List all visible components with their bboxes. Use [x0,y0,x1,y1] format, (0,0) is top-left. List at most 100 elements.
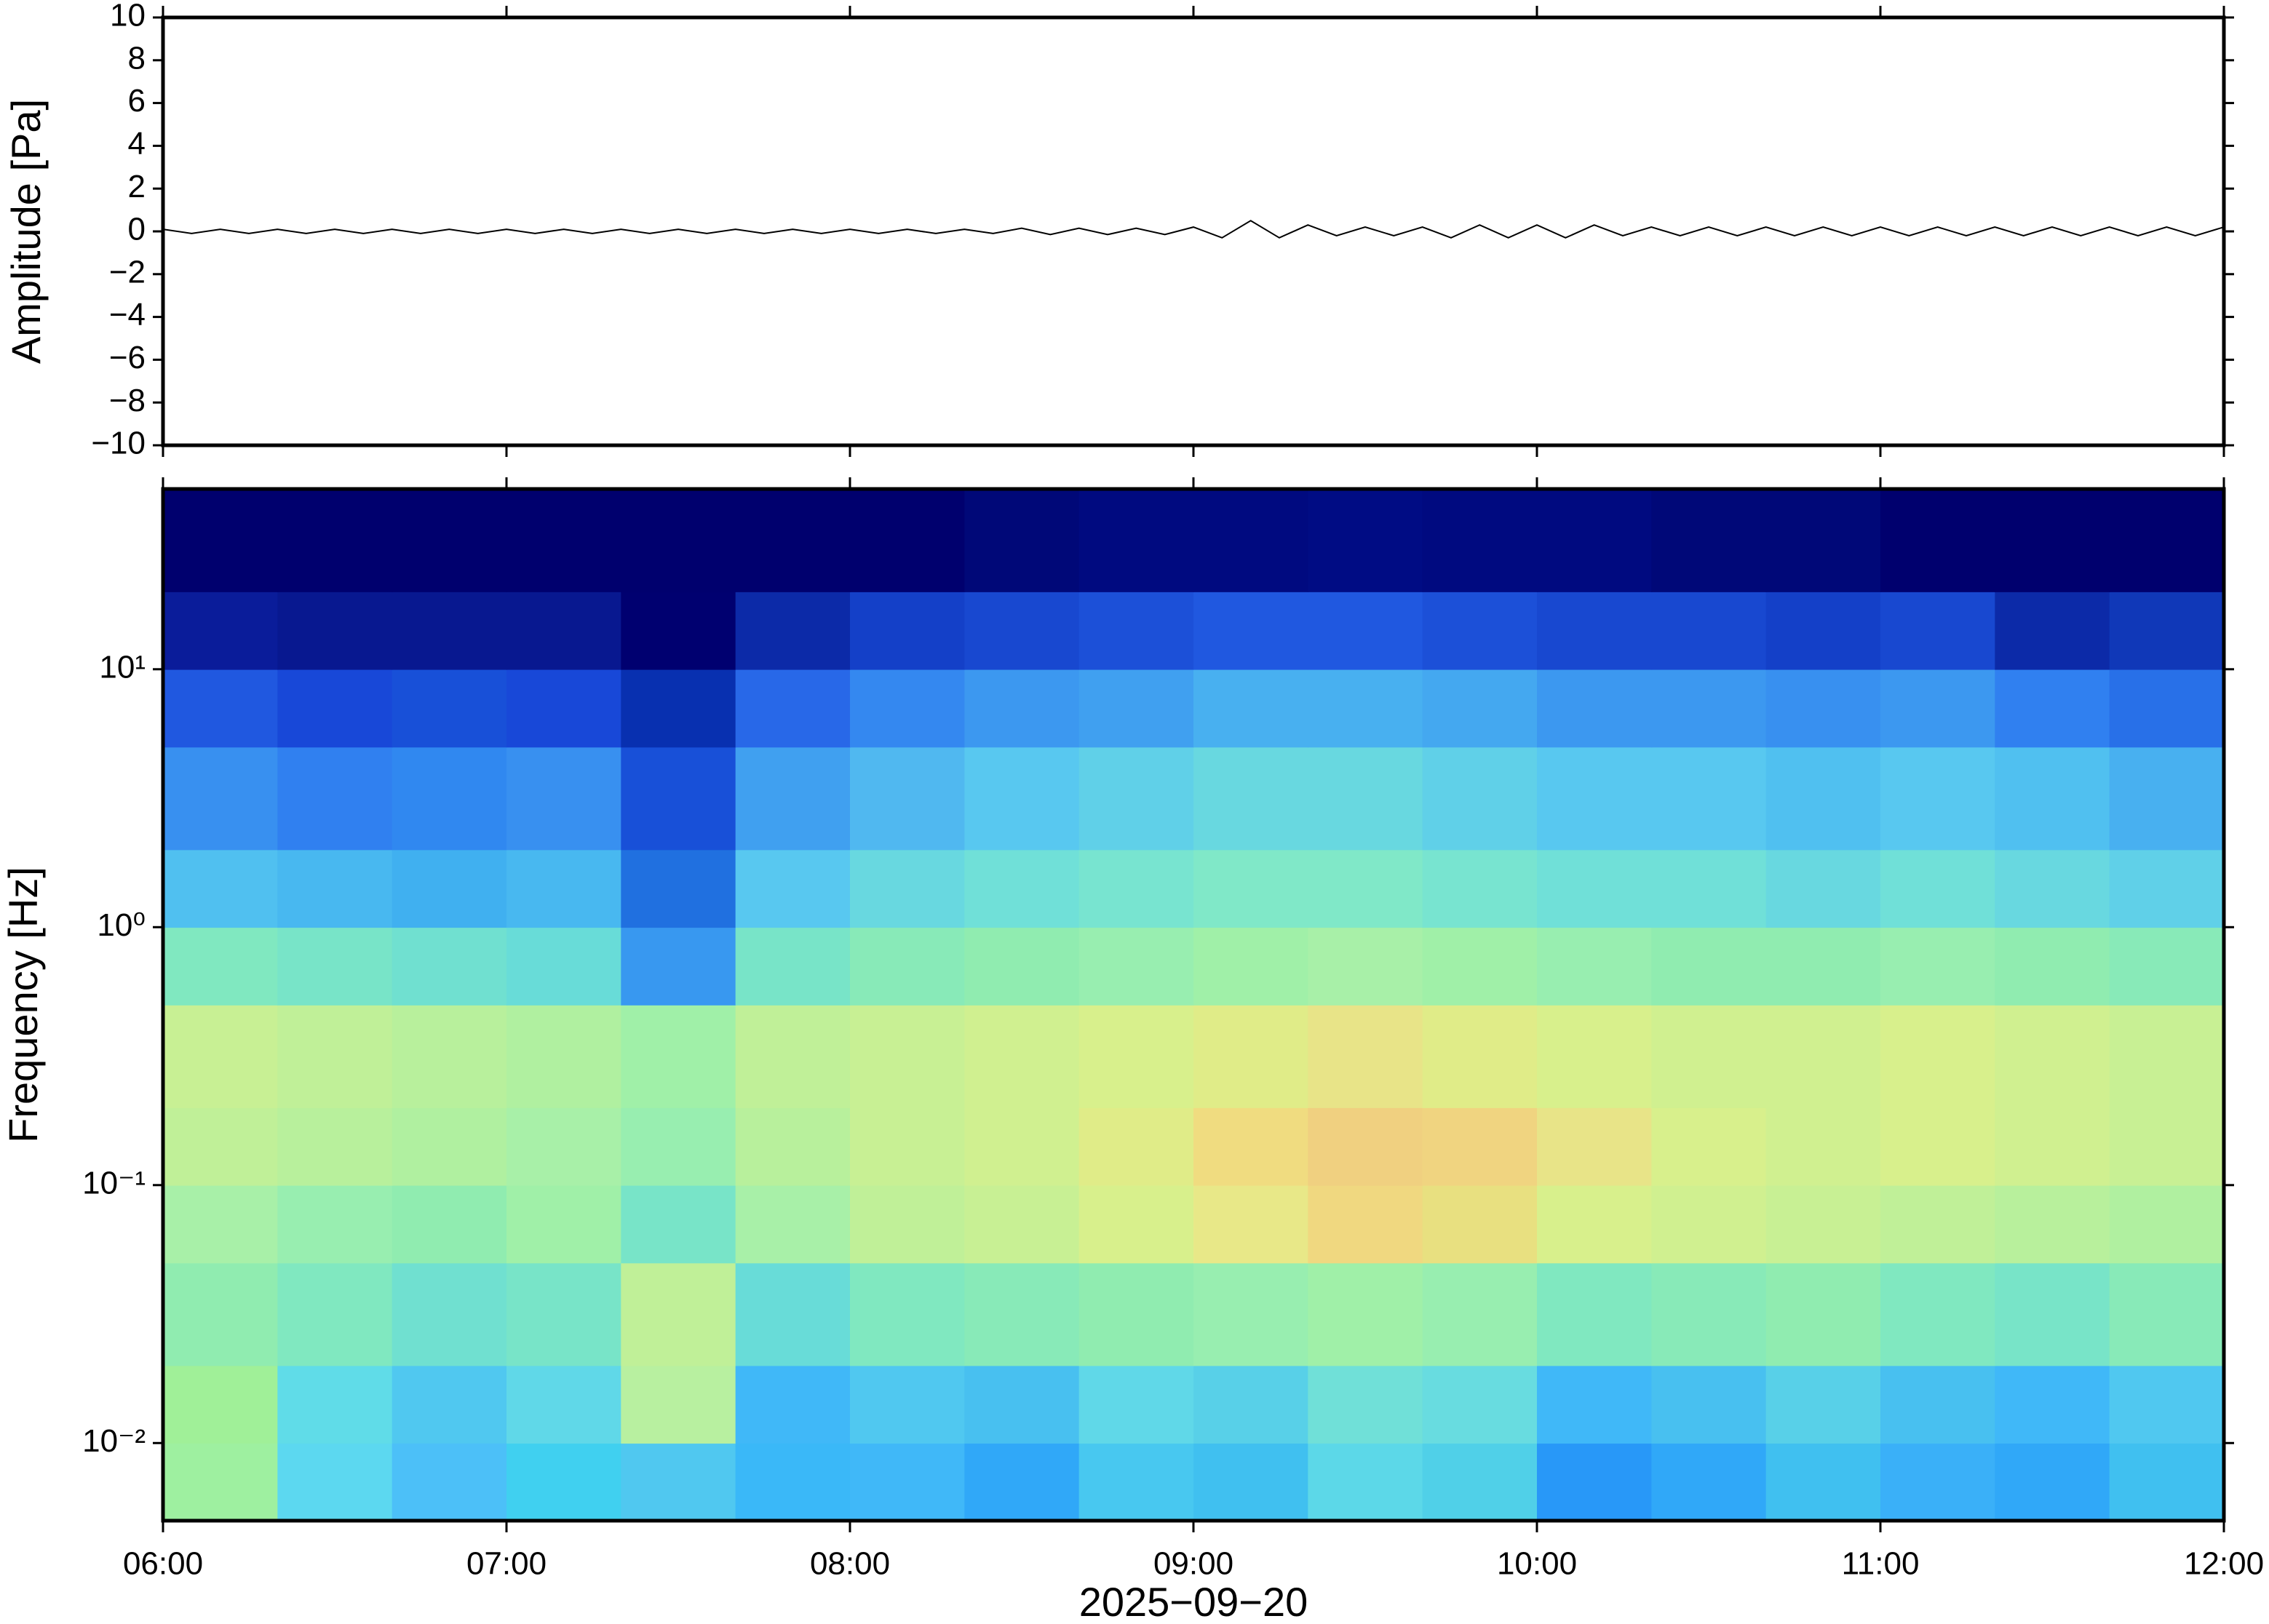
spectrogram-cell [1651,1443,1767,1521]
spectrogram-cell [621,927,736,1006]
spectrogram-cell [1308,747,1423,851]
plot-frame [161,15,2226,447]
y-tick-label: 4 [128,126,146,162]
spectrogram-cell [964,669,1080,748]
spectrogram-cell [1537,1443,1653,1521]
spectrogram-cell [163,489,279,592]
y-tick-label: 2 [128,169,146,204]
spectrogram-cell [1651,1262,1767,1366]
spectrogram-cell [163,669,279,748]
spectrogram-cell [277,1107,393,1186]
spectrogram-cell [392,1107,507,1186]
spectrogram-cell [1078,1262,1194,1366]
spectrogram-cell [1537,1185,1653,1264]
spectrogram-cell [1651,849,1767,928]
spectrogram-cell [1880,1185,1996,1264]
spectrogram-cell [1422,1443,1538,1521]
spectrogram-cell [1422,489,1538,592]
spectrogram-cell [392,927,507,1006]
spectrogram-cell [1995,1107,2110,1186]
spectrogram-cell [1651,1365,1767,1444]
spectrogram-cell [1193,1262,1309,1366]
spectrogram-cell [1995,669,2110,748]
spectrogram-cell [1422,927,1538,1006]
spectrogram-cell [850,1107,966,1186]
spectrogram-cell [964,1443,1080,1521]
spectrogram-cell [964,849,1080,928]
y-tick-label: 6 [128,83,146,119]
spectrogram-cell [850,1262,966,1366]
spectrogram-cell [850,849,966,928]
spectrogram-cell [1422,849,1538,928]
spectrogram-cell [1193,1365,1309,1444]
spectrogram-cell [1422,1185,1538,1264]
spectrogram-cell [1880,669,1996,748]
spectrogram-cell [1078,849,1194,928]
spectrogram-cell [1537,489,1653,592]
y-tick-label: 10⁰ [97,907,146,943]
spectrogram-cell [1765,1005,1881,1108]
spectrogram-cell [1193,1005,1309,1108]
x-tick-label: 10:00 [1497,1546,1577,1582]
spectrogram-cell [277,927,393,1006]
spectrogram-cell [506,1443,622,1521]
spectrogram-cell [735,1443,851,1521]
y-axis-label: Frequency [Hz] [0,867,46,1143]
spectrogram-cell [621,1443,736,1521]
spectrogram-cell [1995,1185,2110,1264]
spectrogram-cell [163,1365,279,1444]
spectrogram-cell [506,592,622,670]
spectrogram-cell [1651,489,1767,592]
spectrogram-cell [621,1262,736,1366]
spectrogram-cell [506,1262,622,1366]
spectrogram-cell [392,1005,507,1108]
spectrogram-cell [1308,1185,1423,1264]
y-tick-label: −4 [109,297,146,333]
spectrogram-cell [392,489,507,592]
spectrogram-cell [1651,669,1767,748]
spectrogram-cell [2109,669,2225,748]
spectrogram-cell [1537,1005,1653,1108]
spectrogram-cell [1651,927,1767,1006]
spectrogram-cell [850,1443,966,1521]
spectrogram-cell [1765,1185,1881,1264]
spectrogram-cell [1078,1365,1194,1444]
spectrogram-cell [2109,1107,2225,1186]
spectrogram-cell [1078,747,1194,851]
spectrogram-cell [1880,849,1996,928]
spectrogram-cell [1765,489,1881,592]
waveform [162,220,2225,239]
spectrogram-cell [2109,1365,2225,1444]
spectrogram-cell [964,1365,1080,1444]
spectrogram-cell [621,669,736,748]
spectrogram-cell [1651,1185,1767,1264]
x-tick-label: 12:00 [2184,1546,2264,1582]
spectrogram-cell [735,927,851,1006]
spectrogram-cell [735,1107,851,1186]
spectrogram-cell [1422,747,1538,851]
spectrogram-cell [1537,927,1653,1006]
spectrogram-cell [1537,669,1653,748]
spectrogram-cell [1880,747,1996,851]
x-tick-label: 09:00 [1153,1546,1233,1582]
spectrogram-cell [1422,1107,1538,1186]
spectrogram-cell [621,1185,736,1264]
spectrogram-cell [1651,1107,1767,1186]
spectrogram-cell [163,849,279,928]
spectrogram-cell [1880,592,1996,670]
spectrogram-cell [1193,849,1309,928]
spectrogram-cell [1078,669,1194,748]
spectrogram-cell [1422,669,1538,748]
spectrogram-cell [1308,1107,1423,1186]
spectrogram-cell [1308,1005,1423,1108]
x-axis-label: 2025−09−20 [1079,1579,1308,1624]
spectrogram-cell [163,927,279,1006]
spectrogram-cell [506,927,622,1006]
spectrogram-cell [1422,1262,1538,1366]
spectrogram-cell [2109,1443,2225,1521]
spectrogram-cell [735,1185,851,1264]
spectrogram-cell [1078,1107,1194,1186]
spectrogram-cell [163,1005,279,1108]
y-axis-label: Amplitude [Pa] [3,99,49,364]
spectrogram-cell [621,849,736,928]
